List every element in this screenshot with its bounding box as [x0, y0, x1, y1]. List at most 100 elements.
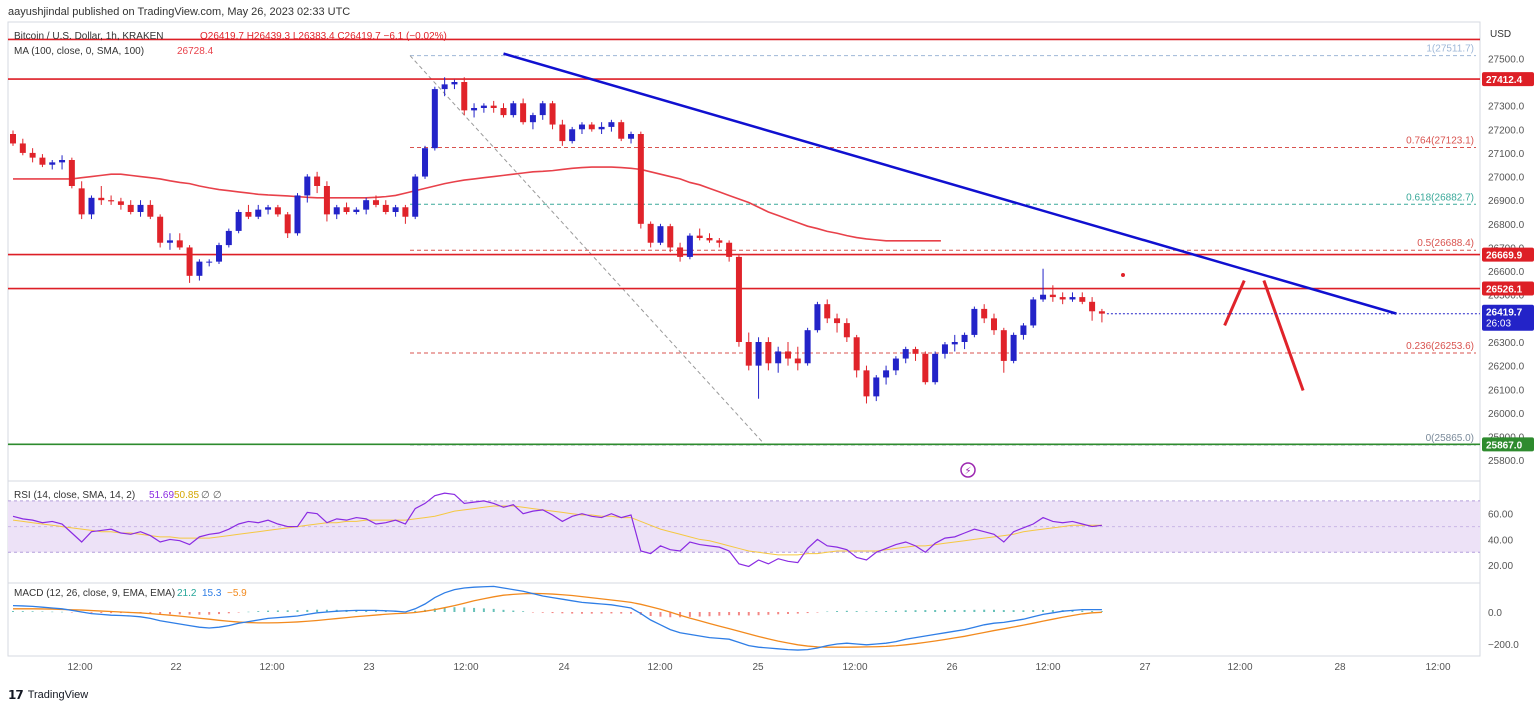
candle[interactable]: [431, 89, 438, 149]
candle[interactable]: [1098, 311, 1105, 314]
candle[interactable]: [735, 256, 742, 342]
candle[interactable]: [794, 358, 801, 364]
candle[interactable]: [941, 344, 948, 354]
candle[interactable]: [883, 370, 890, 378]
candle[interactable]: [1049, 294, 1056, 298]
candle[interactable]: [284, 214, 291, 234]
candle[interactable]: [323, 186, 330, 215]
candle[interactable]: [333, 207, 340, 215]
candle[interactable]: [216, 245, 223, 262]
candle[interactable]: [117, 201, 124, 205]
candle[interactable]: [588, 124, 595, 130]
candle[interactable]: [372, 200, 379, 205]
candle[interactable]: [686, 235, 693, 257]
candle[interactable]: [1069, 297, 1076, 300]
candle[interactable]: [971, 308, 978, 335]
candle[interactable]: [59, 160, 66, 163]
candle[interactable]: [529, 115, 536, 123]
candle[interactable]: [500, 108, 507, 116]
candle[interactable]: [343, 207, 350, 212]
candle[interactable]: [157, 216, 164, 243]
candle[interactable]: [10, 134, 16, 144]
candle[interactable]: [892, 358, 899, 371]
candle[interactable]: [1010, 334, 1017, 361]
candle[interactable]: [677, 247, 684, 257]
trendline[interactable]: [503, 52, 1397, 315]
candle[interactable]: [628, 134, 635, 139]
candle[interactable]: [265, 207, 272, 210]
candle[interactable]: [392, 207, 399, 212]
candle[interactable]: [451, 82, 458, 85]
candle[interactable]: [981, 308, 988, 319]
candle[interactable]: [78, 188, 85, 215]
candle[interactable]: [598, 126, 605, 130]
candle[interactable]: [873, 377, 880, 397]
candle[interactable]: [951, 342, 958, 345]
candle[interactable]: [39, 157, 46, 165]
candle[interactable]: [657, 226, 664, 243]
candle[interactable]: [402, 207, 409, 217]
candle[interactable]: [186, 247, 193, 276]
candle[interactable]: [1040, 294, 1047, 300]
candle[interactable]: [814, 304, 821, 331]
candle[interactable]: [667, 226, 674, 248]
candle[interactable]: [294, 195, 301, 234]
candle[interactable]: [1089, 301, 1096, 312]
candle[interactable]: [961, 334, 968, 342]
candle[interactable]: [108, 200, 115, 202]
candle[interactable]: [853, 337, 860, 371]
candle[interactable]: [176, 240, 183, 248]
candle[interactable]: [726, 242, 733, 257]
candle[interactable]: [206, 261, 213, 263]
candle[interactable]: [441, 84, 448, 90]
candle[interactable]: [471, 108, 478, 111]
candle[interactable]: [569, 129, 576, 142]
candle[interactable]: [314, 176, 321, 186]
candle[interactable]: [127, 204, 134, 212]
candle[interactable]: [363, 200, 370, 210]
tradingview-brand[interactable]: 𝟭𝟳 TradingView: [8, 688, 88, 702]
candle[interactable]: [490, 105, 497, 108]
candle[interactable]: [88, 197, 95, 215]
candle[interactable]: [166, 240, 173, 243]
candle[interactable]: [824, 304, 831, 319]
lightning-icon[interactable]: [960, 462, 976, 478]
candle[interactable]: [804, 330, 811, 364]
candle[interactable]: [353, 209, 360, 212]
candle[interactable]: [382, 204, 389, 212]
candle[interactable]: [245, 212, 252, 217]
candle[interactable]: [98, 197, 105, 201]
candle[interactable]: [49, 162, 56, 165]
candle[interactable]: [608, 122, 615, 127]
candle[interactable]: [843, 323, 850, 338]
candle[interactable]: [578, 124, 585, 130]
candle[interactable]: [29, 152, 36, 158]
candle[interactable]: [225, 230, 232, 246]
candle[interactable]: [196, 261, 203, 276]
candle[interactable]: [137, 204, 144, 212]
candle[interactable]: [765, 342, 772, 364]
candle[interactable]: [480, 105, 487, 108]
candle[interactable]: [520, 103, 527, 123]
candle[interactable]: [549, 103, 556, 125]
candle[interactable]: [1000, 330, 1007, 361]
candle[interactable]: [1030, 299, 1037, 326]
candle[interactable]: [775, 351, 782, 364]
candle[interactable]: [68, 160, 75, 186]
candle[interactable]: [510, 103, 517, 116]
candle[interactable]: [412, 176, 419, 217]
candle[interactable]: [235, 212, 242, 231]
candle[interactable]: [1059, 297, 1066, 300]
candle[interactable]: [696, 235, 703, 238]
candle[interactable]: [1020, 325, 1027, 335]
candle[interactable]: [902, 349, 909, 359]
candle[interactable]: [1079, 297, 1086, 302]
candle[interactable]: [745, 342, 752, 366]
candle[interactable]: [147, 204, 154, 217]
candle[interactable]: [559, 124, 566, 142]
candle[interactable]: [539, 103, 546, 116]
candle[interactable]: [863, 370, 870, 397]
candle[interactable]: [834, 318, 841, 324]
candle[interactable]: [755, 342, 762, 366]
candle[interactable]: [274, 207, 281, 215]
